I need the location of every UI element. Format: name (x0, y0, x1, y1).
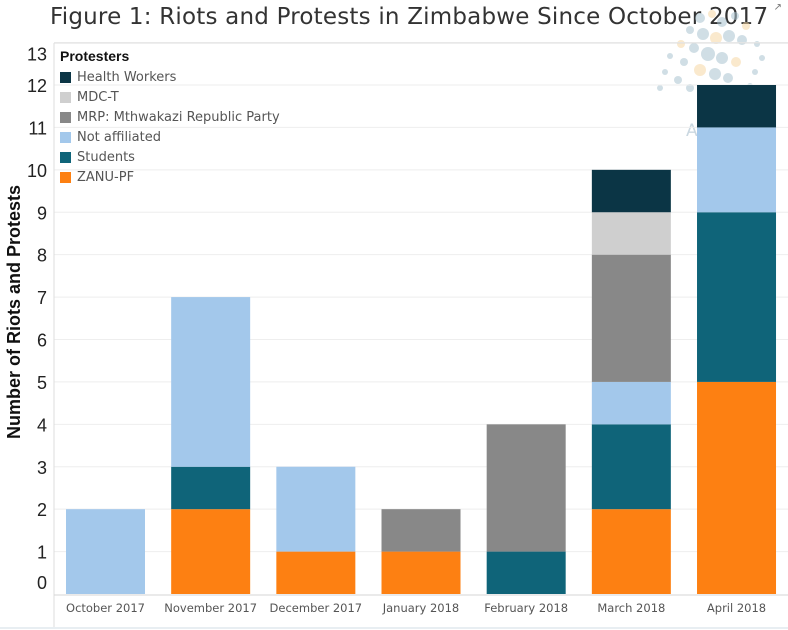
legend-item[interactable]: Not affiliated (60, 127, 280, 147)
x-tick-label: January 2018 (382, 601, 460, 615)
y-tick-label: 4 (37, 415, 47, 435)
y-tick-label: 7 (37, 288, 47, 308)
legend-label: MDC-T (77, 89, 119, 105)
y-axis-label: Number of Riots and Protests (4, 185, 24, 439)
watermark-dot (754, 41, 760, 47)
chart-title: Figure 1: Riots and Protests in Zimbabwe… (50, 4, 769, 30)
watermark-dot (657, 85, 663, 91)
y-tick-label: 0 (37, 573, 47, 593)
legend: Protesters Health Workers MDC-T MRP: Mthwa… (60, 48, 280, 187)
bar-segment-not-affiliated[interactable] (276, 466, 356, 552)
bar-segment-zanu-pf[interactable] (171, 509, 251, 594)
bar-segment-health-workers[interactable] (591, 169, 671, 213)
y-tick-label: 12 (27, 76, 47, 96)
x-tick-label: February 2018 (484, 601, 568, 615)
watermark-dot (697, 28, 709, 40)
bar-segment-mrp-mthwakazi-republic-party[interactable] (486, 424, 566, 552)
x-tick-label: March 2018 (597, 601, 665, 615)
bar-segment-mrp-mthwakazi-republic-party[interactable] (591, 254, 671, 382)
legend-swatch-icon (60, 91, 71, 103)
watermark-dot (686, 26, 694, 34)
legend-swatch-icon (60, 111, 71, 123)
watermark-dot (695, 13, 705, 23)
watermark-dot (674, 76, 682, 84)
legend-item[interactable]: Health Workers (60, 67, 280, 87)
watermark-dot (694, 64, 706, 76)
y-tick-label: 11 (28, 118, 47, 138)
legend-label: Health Workers (77, 69, 177, 85)
bar-segment-zanu-pf[interactable] (381, 551, 461, 594)
x-axis-ticks: October 2017 November 2017 December 2017 Ja… (66, 601, 766, 615)
bar-segment-not-affiliated[interactable] (591, 381, 671, 425)
bars (66, 85, 777, 594)
legend-label: Students (77, 149, 135, 165)
y-tick-label: 3 (37, 458, 47, 478)
y-tick-label: 2 (37, 500, 47, 520)
bar-segment-students[interactable] (591, 424, 671, 510)
bar-segment-zanu-pf[interactable] (276, 551, 356, 594)
y-tick-label: 1 (37, 543, 47, 563)
legend-title: Protesters (60, 48, 130, 64)
bar-segment-students[interactable] (171, 466, 251, 510)
legend-item[interactable]: ZANU-PF (60, 167, 280, 187)
watermark-dot (709, 68, 721, 80)
y-tick-label: 5 (37, 373, 47, 393)
external-link-icon[interactable]: ↗ (773, 2, 782, 13)
bar-segment-zanu-pf[interactable] (697, 381, 777, 594)
x-tick-label: April 2018 (707, 601, 766, 615)
y-tick-label: 9 (37, 203, 47, 223)
x-tick-label: October 2017 (66, 601, 145, 615)
watermark-dot (752, 69, 758, 75)
bar-segment-mdc-t[interactable] (591, 212, 671, 255)
watermark-dot (667, 53, 673, 59)
bar-segment-not-affiliated[interactable] (697, 127, 777, 213)
legend-swatch-icon (60, 171, 71, 183)
watermark-dot (701, 47, 715, 61)
watermark-dot (742, 22, 750, 30)
x-tick-label: December 2017 (270, 601, 363, 615)
watermark-dot (717, 17, 727, 27)
legend-label: MRP: Mthwakazi Republic Party (77, 109, 280, 125)
watermark-dot (759, 55, 765, 61)
watermark-dot (731, 57, 741, 67)
legend-swatch-icon (60, 71, 71, 83)
legend-swatch-icon (60, 151, 71, 163)
watermark-dot (686, 84, 694, 92)
watermark-dot (689, 43, 699, 53)
watermark-dot (723, 30, 735, 42)
bar-segment-not-affiliated[interactable] (66, 509, 145, 594)
legend-item[interactable]: MDC-T (60, 87, 280, 107)
watermark-dot (716, 52, 728, 64)
x-tick-label: November 2017 (164, 601, 257, 615)
y-tick-label: 6 (37, 331, 47, 351)
watermark-dot (677, 40, 685, 48)
watermark-dot (710, 32, 722, 44)
y-tick-label: 10 (27, 161, 47, 181)
bar-segment-health-workers[interactable] (697, 85, 777, 128)
watermark-dot (731, 12, 739, 20)
legend-label: ZANU-PF (77, 169, 135, 185)
y-tick-label: 13 (27, 44, 47, 64)
axes (0, 42, 788, 629)
bar-segment-students[interactable] (697, 212, 777, 382)
bar-segment-students[interactable] (486, 551, 566, 594)
legend-label: Not affiliated (77, 129, 161, 145)
watermark-dot (662, 69, 668, 75)
watermark-dot (723, 73, 733, 83)
bar-segment-zanu-pf[interactable] (591, 509, 671, 594)
legend-item[interactable]: MRP: Mthwakazi Republic Party (60, 107, 280, 127)
y-tick-label: 8 (37, 246, 47, 266)
bar-segment-not-affiliated[interactable] (171, 297, 251, 467)
legend-swatch-icon (60, 131, 71, 143)
watermark-dot (708, 10, 716, 18)
watermark-dot (680, 58, 688, 66)
legend-item[interactable]: Students (60, 147, 280, 167)
bar-segment-mrp-mthwakazi-republic-party[interactable] (381, 509, 461, 552)
